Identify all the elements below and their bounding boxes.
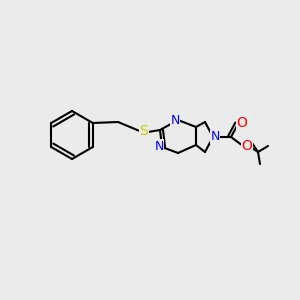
Text: N: N: [210, 130, 220, 143]
Text: O: O: [237, 116, 248, 130]
Text: N: N: [170, 115, 180, 128]
Text: S: S: [140, 124, 148, 138]
Text: N: N: [154, 140, 164, 152]
Text: O: O: [242, 139, 252, 153]
